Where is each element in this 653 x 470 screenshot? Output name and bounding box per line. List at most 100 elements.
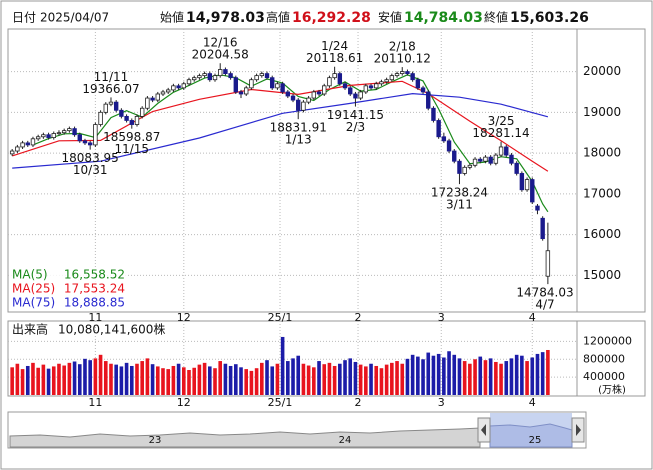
date-value: 2025/04/07 [40,11,109,25]
volume-bar [176,363,181,395]
volume-bar [410,354,415,395]
annotation-value: 18598.87 [103,130,160,144]
candle-body [311,91,317,99]
volume-bar [140,361,144,395]
y-tick-label: 15000 [583,268,621,282]
volume-bar [400,363,405,395]
volume-bar [25,365,30,395]
navigator[interactable]: 23 24 25 [7,411,587,449]
annotation-date: 11/11 [94,70,129,84]
y-tick-label: 16000 [583,227,621,241]
candle-body [306,97,311,103]
candle-body [316,91,322,95]
candle-body [41,134,46,138]
candle-body [197,75,202,79]
header-label: 高値 [266,10,290,25]
legend-box [9,267,127,310]
candle-body [452,150,457,162]
volume-bar [109,363,113,395]
candle-body [56,132,62,135]
candle-body [420,87,426,93]
volume-bar [187,369,191,395]
volume-bar [20,369,25,395]
volume-bar [129,365,134,395]
candle-body [165,89,171,93]
annotation-date: 1/13 [285,133,312,147]
volume-bar [338,363,342,395]
header-value: 14,978.03 [186,10,265,26]
candle-body [145,97,150,109]
x-tick-label: 2 [355,396,362,409]
volume-bar [249,370,254,395]
volume-bar [223,363,228,395]
volume-bar [436,353,441,395]
volume-tick-label: 400000 [583,370,625,383]
candle-body [25,142,30,146]
header-value: 15,603.26 [510,10,589,26]
volume-bar [192,367,196,395]
volume-bar [98,354,103,395]
navigator-year: 24 [339,435,352,446]
volume-bar [135,363,139,395]
candle-body [467,164,473,168]
volume-bar [124,362,129,395]
volume-bar [379,368,384,395]
volume-bar [260,362,264,395]
candle-body [509,154,514,164]
volume-bar [374,365,379,395]
candle-body [535,205,540,211]
candle-body [530,179,535,203]
candle-body [87,142,93,146]
y-tick-label: 17000 [583,186,621,200]
candle-body [30,138,36,146]
volume-bar [390,362,394,395]
volume-bar [103,361,108,395]
candle-body [259,73,265,77]
header-label: 安値 [378,10,402,25]
volume-bar [447,351,451,395]
annotation-date: 2/18 [389,40,416,54]
candle-body [488,156,493,164]
handle-arrow [576,424,581,436]
x-tick-label: 3 [438,311,445,324]
volume-bar [327,362,332,395]
volume-bar [36,367,40,395]
handle-arrow [481,424,486,436]
navigator-year: 25 [529,435,542,446]
volume-bar [364,366,368,395]
candle-body [441,136,447,142]
candle-body [108,101,114,105]
candle-body [353,93,358,99]
volume-bar [442,357,446,395]
volume-bar [208,366,212,395]
candle-body [129,120,134,125]
candle-body [483,156,488,162]
volume-total: 10,080,141,600株 [58,322,165,337]
candle-body [327,77,332,87]
volume-bar [239,367,243,395]
candle-body [285,91,291,97]
candle-body [342,83,348,89]
volume-bar [155,366,160,395]
candle-body [519,173,525,191]
annotation-date: 3/11 [446,198,473,212]
candle-body [358,91,363,99]
candle-body [540,217,545,240]
candle-body [254,75,259,81]
candle-body [264,73,270,79]
candle-body [160,91,166,95]
volume-unit: (万株) [598,383,626,396]
candle-body [514,162,519,174]
legend-value: 16,558.52 [64,268,125,282]
candle-body [61,130,67,134]
candle-body [431,107,436,121]
volume-bar [119,366,124,395]
annotation-date: 12/16 [203,36,238,50]
volume-bar [291,358,295,395]
annotation-value: 19141.15 [327,108,384,122]
candle-body [77,134,82,142]
volume-bar [15,363,20,395]
volume-bar [306,365,311,395]
candle-body [134,115,140,125]
